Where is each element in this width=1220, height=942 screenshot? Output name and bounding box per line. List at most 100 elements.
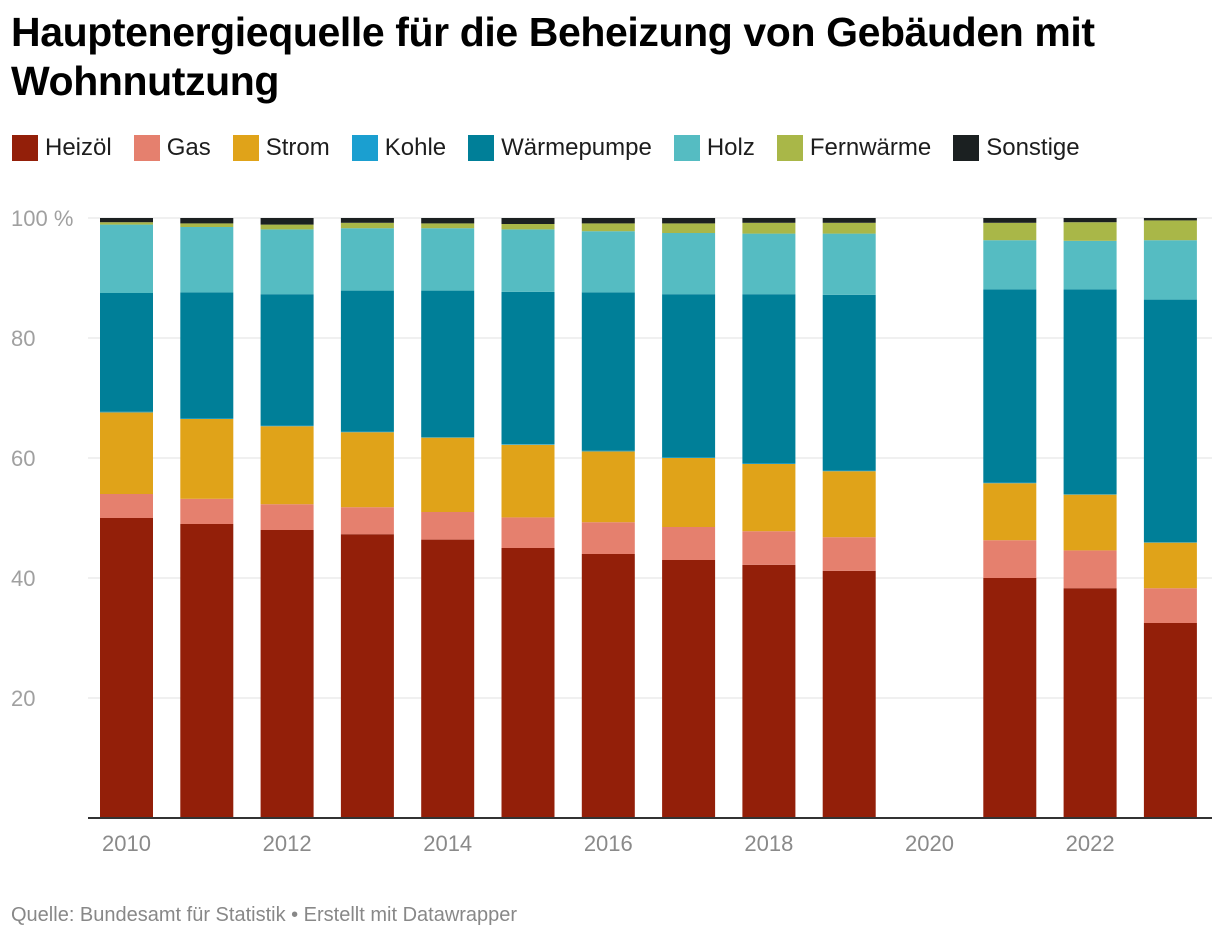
bar-segment	[100, 224, 153, 293]
bar-segment	[260, 530, 314, 818]
y-grid	[88, 217, 1212, 699]
bar-segment	[581, 554, 635, 818]
bar-segment	[100, 411, 153, 413]
bar-segment	[340, 507, 394, 535]
y-tick-label: 60	[11, 446, 35, 471]
bar-segment	[1143, 220, 1197, 241]
bar-segment	[662, 294, 716, 458]
bar-segment	[100, 494, 153, 518]
bar-segment	[1063, 289, 1117, 494]
legend-item: Sonstige	[953, 134, 1080, 162]
legend-swatch	[776, 135, 803, 161]
bar-segment	[822, 470, 876, 472]
bar-segment	[100, 412, 153, 494]
y-tick-label: 40	[11, 566, 35, 591]
bar-segment	[983, 578, 1037, 818]
bar-segment	[421, 290, 475, 437]
bar-segment	[501, 229, 555, 292]
bar-segment	[822, 570, 876, 818]
source-credit: Quelle: Bundesamt für Statistik • Erstel…	[11, 904, 518, 926]
bar-segment	[421, 539, 475, 818]
x-tick-label: 2018	[744, 831, 793, 856]
bar-segment	[662, 223, 716, 233]
legend-item: Gas	[133, 134, 211, 162]
bar-segment	[581, 450, 635, 452]
bar-segment	[501, 444, 555, 518]
bar-segment	[1143, 299, 1197, 542]
legend-label: Gas	[166, 134, 211, 161]
x-tick-label: 2010	[102, 831, 151, 856]
x-tick-label: 2014	[423, 831, 472, 856]
legend-swatch	[232, 135, 259, 161]
bar-segment	[983, 240, 1037, 290]
legend-swatch	[133, 135, 160, 161]
bar-segment	[421, 512, 475, 540]
bar-segment	[662, 458, 716, 527]
bar-segment	[822, 537, 876, 571]
legend-item: Heizöl	[12, 134, 112, 162]
x-tick-label: 2012	[263, 831, 312, 856]
bar-segment	[501, 224, 555, 230]
bar-segment	[581, 231, 635, 293]
bar-segment	[983, 482, 1037, 484]
bar-segment	[822, 222, 876, 234]
bar-segment	[180, 418, 234, 419]
bar-segment	[100, 293, 153, 412]
bar-segment	[180, 498, 234, 524]
bar-segment	[822, 471, 876, 538]
bar-segment	[662, 560, 716, 818]
bar-segment	[1143, 542, 1197, 589]
bar-segment	[1063, 588, 1117, 818]
legend-item: Holz	[673, 134, 755, 162]
bar-segment	[742, 531, 796, 565]
bar-segment	[742, 218, 796, 223]
y-tick-labels: 20 40 60 80 100 %	[11, 206, 73, 711]
bar-segment	[340, 432, 394, 508]
bar-segment	[983, 540, 1037, 578]
bar-segment	[260, 218, 314, 225]
bar-segment	[501, 548, 555, 818]
bar-segment	[180, 524, 234, 818]
bar-segment	[983, 218, 1037, 223]
legend-swatch	[12, 135, 38, 161]
bar-segment	[100, 218, 153, 223]
bar-segment	[340, 431, 394, 433]
bar-segment	[260, 504, 314, 530]
x-axis: 2010 2012 2014 2016 2018 2020 2022	[88, 817, 1212, 856]
y-tick-label: 100 %	[11, 206, 73, 231]
legend-label: Strom	[265, 134, 330, 161]
bar-segment	[501, 291, 555, 445]
legend-item: Wärmepumpe	[468, 134, 652, 162]
bar-segment	[180, 419, 234, 499]
bar-segment	[100, 518, 153, 818]
x-tick-label: 2020	[905, 831, 954, 856]
bar-segment	[662, 233, 716, 295]
bar-segment	[260, 224, 314, 230]
y-tick-label: 20	[11, 686, 35, 711]
bar-segment	[421, 223, 475, 229]
bar-segment	[742, 463, 796, 464]
bar-segment	[421, 228, 475, 291]
bar-segment	[1143, 240, 1197, 300]
legend-swatch	[468, 135, 495, 161]
bar-segment	[983, 289, 1037, 483]
bar-segment	[100, 222, 153, 225]
bar-segment	[180, 223, 234, 227]
bar-segment	[180, 227, 234, 293]
bar-segment	[260, 425, 314, 427]
bar-segment	[581, 292, 635, 451]
bar-segment	[822, 233, 876, 295]
bar-segment	[742, 222, 796, 234]
bar-segment	[501, 218, 555, 224]
bar-segment	[581, 218, 635, 224]
bar-segment	[421, 437, 475, 512]
bar-segment	[1063, 222, 1117, 241]
bar-segment	[1063, 218, 1117, 223]
bar-segment	[501, 444, 555, 445]
legend: Heizöl Gas Strom Kohle Wärmepumpe Holz Fernwär…	[12, 131, 1102, 165]
bar-segment	[581, 522, 635, 554]
x-tick-label: 2016	[584, 831, 633, 856]
bar-segment	[742, 464, 796, 532]
bar-segment	[662, 457, 716, 458]
bars	[100, 218, 1197, 818]
